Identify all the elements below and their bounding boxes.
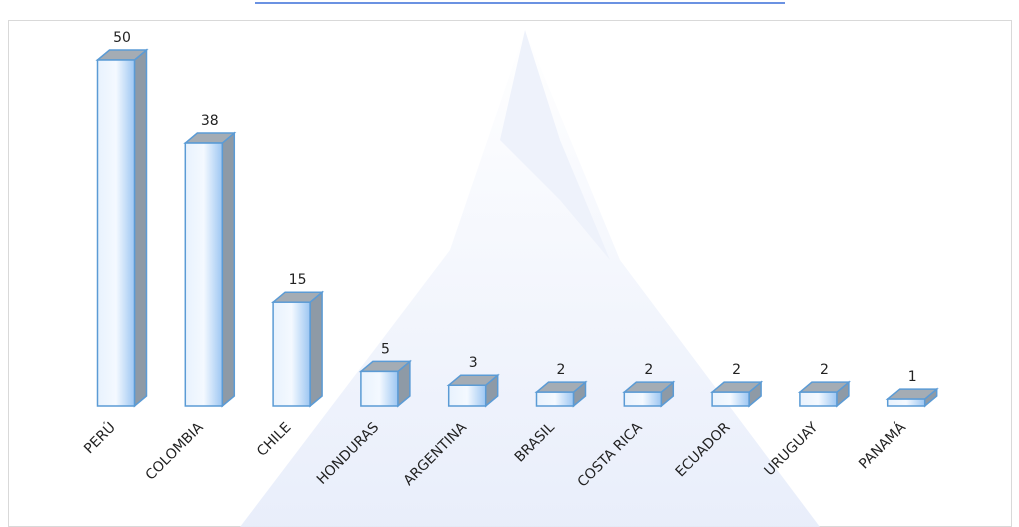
data-label: 2 [644,362,653,378]
bar [710,380,764,408]
bar [358,359,412,408]
bar-front [184,142,224,407]
background-highlight [500,30,610,260]
bar-front [886,398,926,407]
bar [271,290,325,408]
data-label: 1 [908,369,917,385]
bar [446,373,500,408]
bar-front [711,391,750,407]
bar-front [623,391,663,407]
data-label: 3 [469,355,478,371]
bar-front [535,391,575,407]
data-label: 2 [820,362,829,378]
bar-side [309,290,323,408]
bar-front [272,301,311,407]
data-label: 5 [381,341,390,357]
bar-front [447,384,487,407]
bar-side [221,131,236,408]
bar [622,380,676,408]
bar-side [133,48,148,408]
bar [183,131,237,408]
bar-front [360,370,399,407]
data-label: 50 [113,30,131,46]
bar [95,48,149,408]
data-label: 38 [201,113,219,129]
bar-front [799,391,838,407]
data-label: 2 [732,362,741,378]
bar [885,387,939,408]
bar [797,380,851,408]
data-label: 15 [289,272,307,288]
data-label: 2 [557,362,566,378]
bar-front [96,59,136,407]
bar [534,380,588,408]
